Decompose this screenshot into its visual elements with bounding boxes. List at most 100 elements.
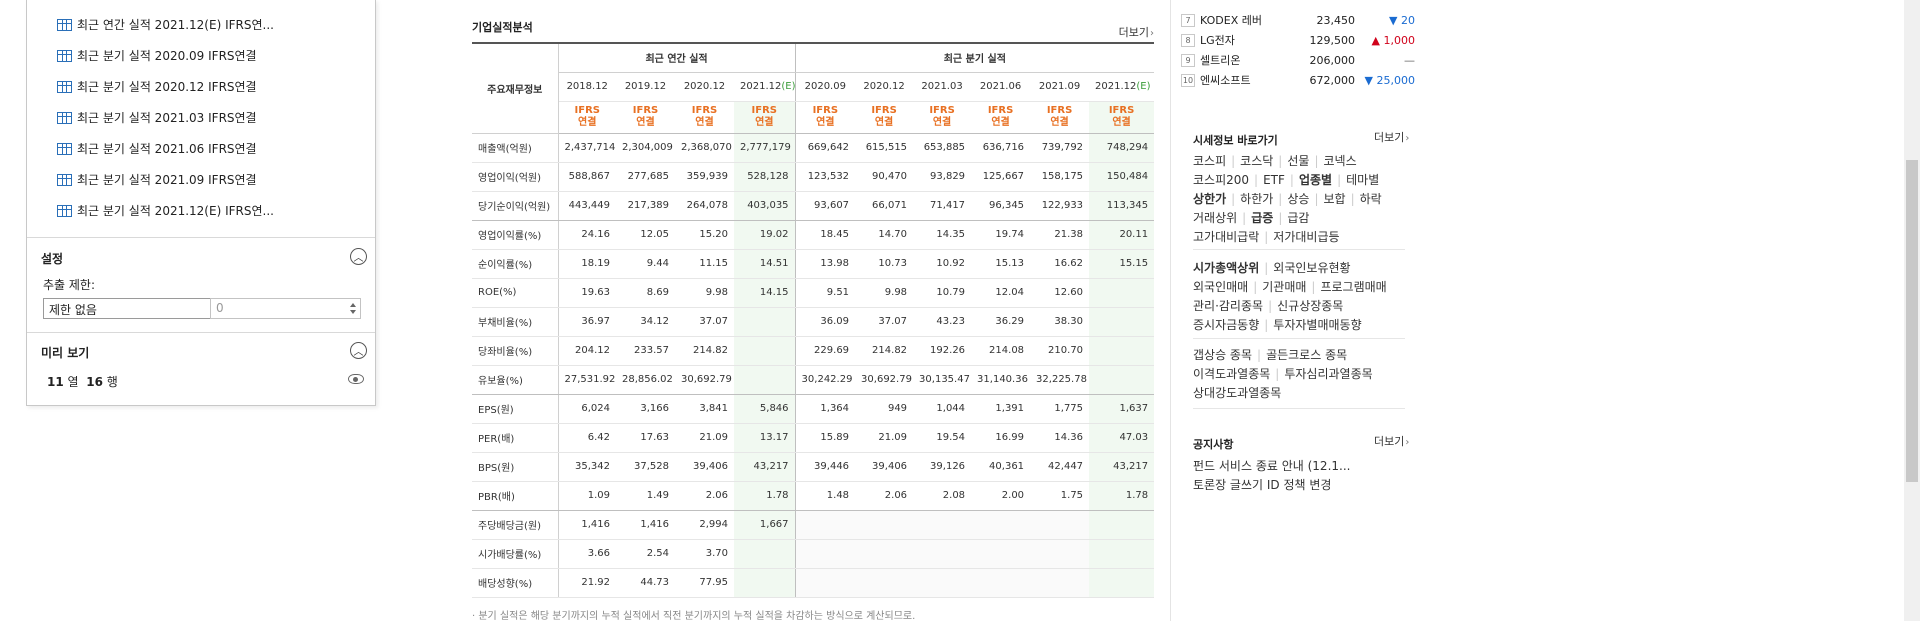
table-row: BPS(원) 35,342 37,528 39,406 43,217 39,446 39,4… (472, 452, 1155, 482)
nav-item-label: 최근 분기 실적 2020.12 IFRS연결 (77, 80, 257, 94)
table-cell: 32,225.78 (1030, 365, 1090, 395)
period-header: 2019.12 (616, 72, 675, 102)
quick-link[interactable]: 갭상승 종목 (1193, 348, 1253, 362)
quick-link[interactable]: 상대강도과열종목 (1193, 386, 1282, 400)
quick-link[interactable]: 상한가 (1193, 192, 1227, 206)
notice-item[interactable]: 펀드 서비스 종료 안내 (12.1... (1193, 459, 1351, 473)
quick-link[interactable]: 외국인매매 (1193, 280, 1249, 294)
quick-link[interactable]: 코스피200 (1193, 173, 1250, 187)
table-cell: 2,777,179 (734, 133, 796, 163)
consolidated-label: 연결 (1050, 117, 1069, 128)
quick-links-more[interactable]: 더보기 (1374, 129, 1409, 145)
quick-link[interactable]: 골든크로스 종목 (1266, 348, 1348, 362)
ifrs-header: IFRS 연결 (971, 101, 1031, 134)
ranking-row[interactable]: 7 KODEX 레버 23,450 ▼ 20 (1181, 10, 1421, 30)
table-row: 매출액(억원) 2,437,714 2,304,009 2,368,070 2,777,… (472, 133, 1155, 163)
ifrs-label: IFRS (987, 105, 1014, 116)
quick-link[interactable]: ETF (1263, 173, 1285, 187)
period-label: 2021.03 (921, 81, 963, 92)
scrollbar-thumb[interactable] (1906, 160, 1918, 482)
period-label: 2020.12 (863, 81, 905, 92)
quick-link[interactable]: 투자자별매매동향 (1273, 318, 1362, 332)
consolidated-label: 연결 (636, 117, 655, 128)
quick-link[interactable]: 급증 (1251, 211, 1274, 225)
period-header: 2021.12(E) (1089, 72, 1155, 102)
table-cell: 1.75 (1030, 481, 1090, 511)
quick-link[interactable]: 하락 (1359, 192, 1382, 206)
table-cell (734, 568, 796, 598)
quick-link[interactable]: 고가대비급락 (1193, 230, 1260, 244)
table-cell: 24.16 (558, 220, 616, 250)
quick-link[interactable]: 선물 (1287, 154, 1310, 168)
spin-up-icon[interactable] (350, 303, 356, 307)
table-cell: 18.19 (558, 249, 616, 279)
table-cell: 15.13 (971, 249, 1031, 279)
quick-link[interactable]: 업종별 (1298, 173, 1333, 187)
quick-link[interactable]: 시가총액상위 (1193, 261, 1260, 275)
ranking-row[interactable]: 10 엔씨소프트 672,000 ▼ 25,000 (1181, 70, 1421, 90)
quick-link[interactable]: 보합 (1323, 192, 1346, 206)
quick-link[interactable]: 급감 (1287, 211, 1310, 225)
spin-down-icon[interactable] (350, 310, 356, 314)
nav-item-quarter-2021-09[interactable]: 최근 분기 실적 2021.09 IFRS연결 (57, 164, 274, 195)
extract-limit-select[interactable]: 제한 없음 (43, 298, 230, 319)
quick-link[interactable]: 이격도과열종목 (1193, 367, 1271, 381)
table-cell: 6.42 (558, 423, 616, 453)
rank-number: 9 (1181, 53, 1195, 67)
period-label: 2021.12 (1095, 81, 1137, 92)
extract-count-input[interactable]: 0 (210, 298, 361, 319)
quick-link[interactable]: 코넥스 (1323, 154, 1357, 168)
quick-link[interactable]: 저가대비급등 (1273, 230, 1340, 244)
ranking-row[interactable]: 8 LG전자 129,500 ▲ 1,000 (1181, 30, 1421, 50)
notice-item[interactable]: 토론장 글쓰기 ID 정책 변경 (1193, 478, 1332, 492)
quick-link[interactable]: 거래상위 (1193, 211, 1238, 225)
table-cell: 12.60 (1030, 278, 1090, 308)
table-row: PBR(배) 1.09 1.49 2.06 1.78 1.48 2.06 2.08 2.00 1.… (472, 481, 1155, 511)
quick-line: 이격도과열종목 | 투자심리과열종목 (1193, 365, 1373, 382)
quick-link[interactable]: 하한가 (1240, 192, 1274, 206)
quick-link[interactable]: 테마별 (1346, 173, 1380, 187)
quick-link[interactable]: 기관매매 (1262, 280, 1307, 294)
table-cell: 19.63 (558, 278, 616, 308)
table-cell: 17.63 (616, 423, 675, 453)
nav-item-quarter-2020-12[interactable]: 최근 분기 실적 2020.12 IFRS연결 (57, 71, 274, 102)
quick-link[interactable]: 프로그램매매 (1320, 280, 1387, 294)
quick-link[interactable]: 관리·감리종목 (1193, 299, 1264, 313)
row-label: BPS(원) (472, 452, 559, 482)
nav-item-quarter-2021-12e[interactable]: 최근 분기 실적 2021.12(E) IFRS연... (57, 195, 274, 226)
quick-link[interactable]: 증시자금동향 (1193, 318, 1260, 332)
nav-item-label: 최근 분기 실적 2021.09 IFRS연결 (77, 173, 257, 187)
more-link[interactable]: 더보기 (1119, 24, 1154, 40)
notice-more[interactable]: 더보기 (1374, 433, 1409, 449)
table-cell: 1,044 (913, 394, 972, 424)
table-row: 영업이익률(%) 24.16 12.05 15.20 19.02 18.45 14.70 14… (472, 220, 1155, 250)
table-cell: 16.99 (971, 423, 1031, 453)
ranking-row[interactable]: 9 셀트리온 206,000 — (1181, 50, 1421, 70)
quick-link[interactable]: 외국인보유현황 (1273, 261, 1351, 275)
table-cell: 9.98 (855, 278, 914, 308)
table-cell: 15.89 (794, 423, 856, 453)
preview-collapse-button[interactable]: ︿ (350, 342, 367, 359)
quick-link[interactable]: 상승 (1287, 192, 1310, 206)
table-cell (1089, 365, 1155, 395)
table-cell: 14.70 (855, 220, 914, 250)
row-label: 당좌비율(%) (472, 336, 559, 366)
table-cell: 19.54 (913, 423, 972, 453)
nav-item-quarter-2021-06[interactable]: 최근 분기 실적 2021.06 IFRS연결 (57, 133, 274, 164)
period-label: 2021.09 (1038, 81, 1081, 92)
table-icon (57, 204, 72, 217)
settings-collapse-button[interactable]: ︿ (350, 248, 367, 265)
nav-item-quarter-2021-03[interactable]: 최근 분기 실적 2021.03 IFRS연결 (57, 102, 274, 133)
quick-link[interactable]: 투자심리과열종목 (1284, 367, 1373, 381)
quick-link[interactable]: 코스닥 (1240, 154, 1274, 168)
period-header: 2020.12 (675, 72, 734, 102)
eye-icon[interactable] (348, 374, 364, 384)
divider (27, 332, 375, 333)
nav-item-annual-2021-12e[interactable]: 최근 연간 실적 2021.12(E) IFRS연... (57, 9, 274, 40)
quick-link[interactable]: 코스피 (1193, 154, 1227, 168)
table-cell (734, 336, 796, 366)
period-header-row: 2018.12 2019.12 2020.12 2021.12(E) 2020.09 20… (472, 72, 1155, 102)
table-cell (913, 510, 972, 540)
quick-link[interactable]: 신규상장종목 (1277, 299, 1344, 313)
nav-item-quarter-2020-09[interactable]: 최근 분기 실적 2020.09 IFRS연결 (57, 40, 274, 71)
